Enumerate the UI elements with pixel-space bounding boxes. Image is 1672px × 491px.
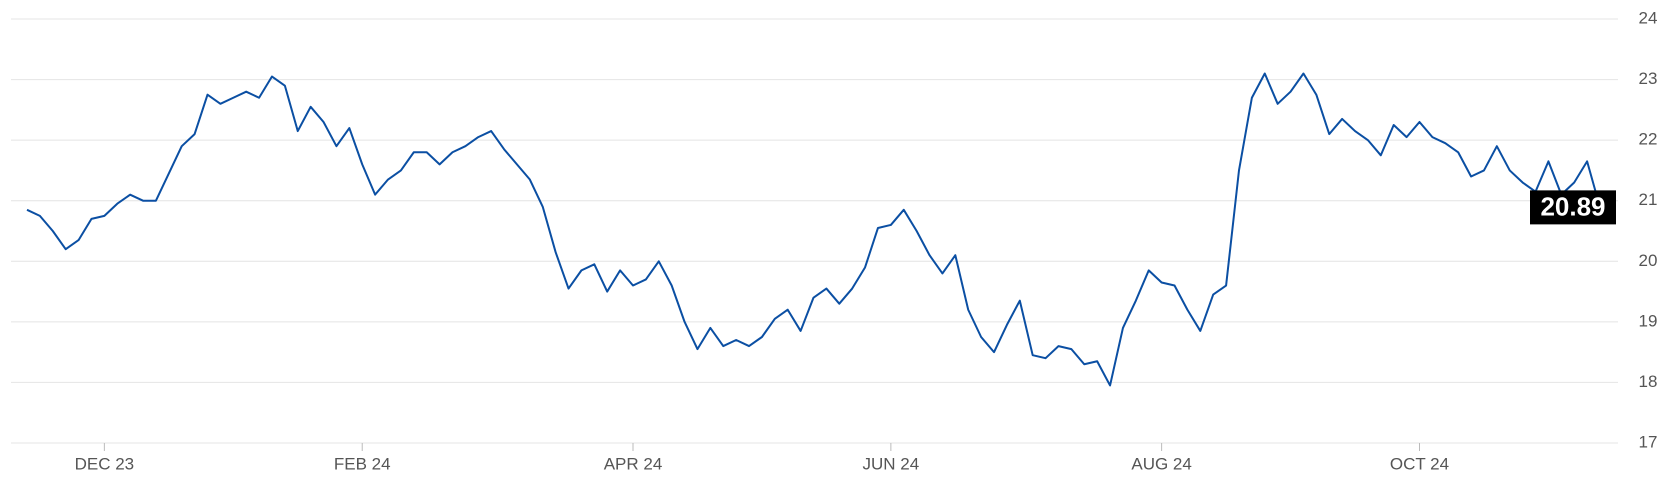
- y-tick-label: 18: [1639, 372, 1658, 391]
- y-tick-label: 23: [1639, 69, 1658, 88]
- last-value-box: [1530, 190, 1616, 225]
- y-tick-label: 17: [1639, 432, 1658, 451]
- x-tick-label: AUG 24: [1131, 454, 1191, 473]
- y-tick-label: 24: [1639, 8, 1658, 27]
- y-tick-label: 21: [1639, 190, 1658, 209]
- price-line: [26, 72, 1601, 387]
- x-tick-label: FEB 24: [334, 454, 391, 473]
- last-value-label: 20.89: [1540, 191, 1605, 221]
- x-tick-label: APR 24: [604, 454, 663, 473]
- x-tick-label: JUN 24: [863, 454, 920, 473]
- y-tick-label: 22: [1639, 130, 1658, 149]
- x-tick-label: OCT 24: [1390, 454, 1449, 473]
- y-tick-label: 19: [1639, 311, 1658, 330]
- y-tick-label: 20: [1639, 251, 1658, 270]
- x-tick-label: DEC 23: [75, 454, 135, 473]
